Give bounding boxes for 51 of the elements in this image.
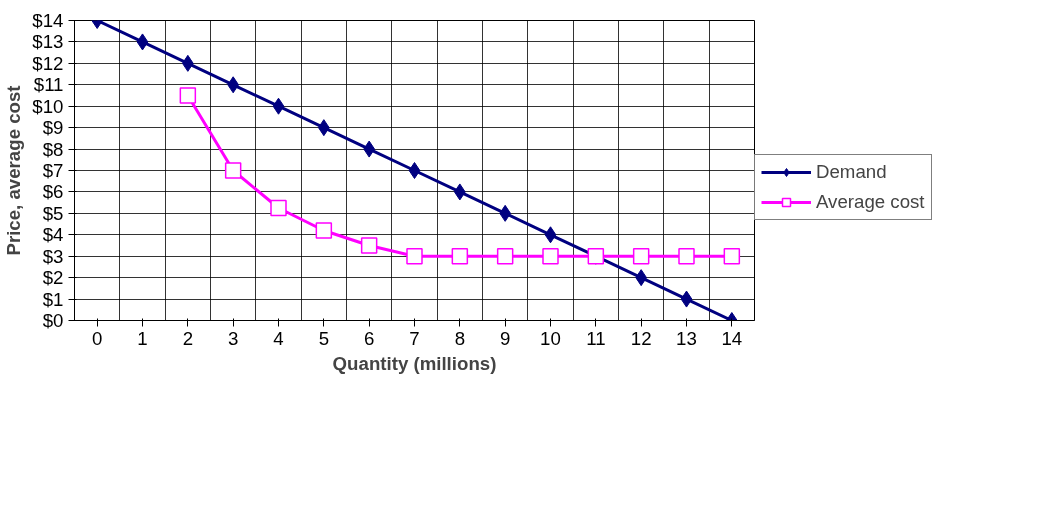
point (723, 247, 741, 265)
y-tick-label: $11 (33, 74, 64, 96)
x-tick-label: 14 (721, 327, 743, 349)
point (542, 247, 559, 265)
y-tick-label: $2 (42, 267, 64, 289)
point (272, 97, 285, 115)
point (678, 247, 695, 265)
point (451, 247, 469, 265)
x-axis-title: Quantity (millions) (332, 352, 497, 374)
x-tick-label: 4 (273, 327, 284, 349)
legend-label: Demand (816, 161, 887, 183)
y-tick-label: $7 (42, 160, 64, 181)
x-tick-label: 2 (182, 327, 194, 349)
y-tick-label: $4 (42, 224, 64, 246)
y-tick-label: $8 (42, 138, 64, 160)
x-tick-label: 1 (137, 327, 148, 349)
y-tick-label: $13 (32, 31, 64, 53)
y-tick-label: $6 (42, 181, 64, 203)
x-tick-label: 13 (676, 327, 697, 349)
y-tick-label: $10 (32, 95, 64, 117)
point (360, 237, 378, 254)
y-tick-label: $1 (42, 288, 64, 310)
point (179, 87, 197, 104)
y-tick-label: $3 (42, 245, 64, 267)
x-tick-label: 11 (586, 327, 606, 349)
x-tick-label: 12 (630, 327, 652, 349)
x-tick-label: 8 (454, 327, 466, 349)
point (315, 222, 333, 239)
x-tick-label: 9 (499, 327, 511, 349)
x-tick-label: 3 (227, 327, 239, 349)
y-tick-label: $12 (32, 52, 64, 74)
y-tick-label: $9 (42, 117, 64, 139)
legend-label: Average cost (816, 191, 925, 213)
point (632, 247, 650, 265)
point (408, 162, 421, 179)
y-tick-label: $14 (32, 10, 64, 31)
point (224, 162, 242, 179)
y-tick-label: $5 (42, 202, 64, 224)
y-axis-title: Price, average cost (3, 85, 25, 256)
point (544, 226, 557, 244)
point (270, 199, 287, 217)
point (406, 247, 423, 265)
point (496, 247, 514, 265)
point (680, 290, 693, 308)
x-tick-label: 6 (363, 327, 375, 349)
y-tick-label: $0 (42, 310, 64, 331)
point (136, 33, 149, 51)
x-tick-label: 10 (540, 327, 561, 349)
x-tick-label: 0 (91, 327, 103, 349)
x-tick-label: 7 (409, 327, 420, 349)
x-tick-label: 5 (318, 327, 330, 349)
